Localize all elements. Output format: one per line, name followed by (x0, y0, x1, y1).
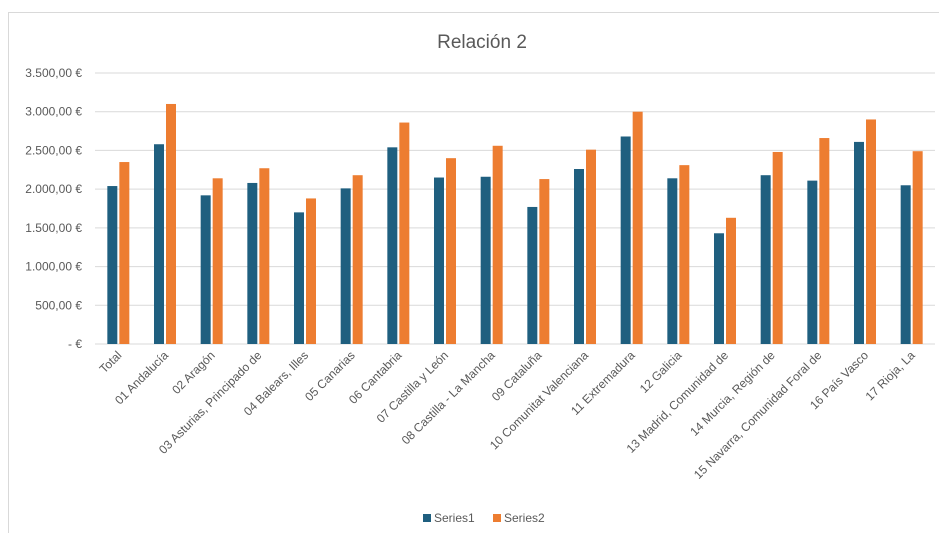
x-tick-label: Total (97, 348, 125, 376)
y-tick-label: 2.000,00 € (25, 182, 82, 196)
bars (107, 103, 923, 344)
chart-area: Relación 2 - € 500,00 € 1.000,00 € 1.500,00… (8, 12, 939, 533)
y-tick-label: 1.000,00 € (25, 260, 82, 274)
y-axis-ticks: - € 500,00 € 1.000,00 € 1.500,00 € 2.000,00 … (25, 66, 82, 351)
x-tick-label: 12 Galicia (637, 348, 685, 396)
y-tick-label: - € (68, 337, 82, 351)
legend-label: Series1 (434, 511, 475, 525)
bar-series2-13 (726, 217, 736, 344)
bar-series2-14 (772, 151, 783, 344)
bar-series2-2 (212, 178, 223, 344)
bar-series2-11 (632, 111, 643, 344)
bar-series2-0 (119, 162, 130, 344)
bar-series2-5 (352, 175, 363, 344)
y-tick-label: 3.500,00 € (25, 66, 82, 80)
bar-series1-9 (527, 206, 538, 344)
chart-title: Relación 2 (437, 32, 527, 53)
legend-swatch (493, 514, 501, 522)
bar-series2-17 (912, 151, 923, 344)
bar-series1-5 (340, 188, 351, 344)
bar-series1-4 (294, 212, 304, 344)
bar-series1-3 (247, 182, 258, 344)
bar-series1-17 (900, 185, 911, 344)
x-tick-label: 17 Rioja, La (863, 348, 918, 403)
bar-series2-9 (539, 179, 550, 344)
y-tick-label: 500,00 € (35, 298, 82, 312)
y-tick-label: 2.500,00 € (25, 143, 82, 157)
bar-series1-6 (387, 147, 398, 344)
bar-series2-16 (866, 119, 876, 344)
bar-series1-0 (107, 186, 118, 344)
x-tick-label: 02 Aragón (169, 348, 218, 397)
bar-series2-10 (586, 149, 596, 344)
bar-series1-15 (807, 180, 818, 344)
bar-chart: Relación 2 - € 500,00 € 1.000,00 € 1.500,00… (25, 32, 935, 525)
bar-series1-8 (480, 176, 491, 344)
bar-series2-12 (679, 165, 690, 344)
bar-series2-1 (166, 103, 176, 344)
gridlines (95, 72, 935, 345)
bar-series2-8 (492, 145, 503, 344)
bar-series2-6 (399, 122, 410, 344)
y-tick-label: 1.500,00 € (25, 221, 82, 235)
x-tick-label: 08 Castilla - La Mancha (399, 348, 498, 447)
x-tick-label: 14 Murcia, Región de (687, 348, 778, 439)
bar-series1-12 (667, 178, 678, 344)
bar-series1-11 (620, 136, 631, 344)
bar-series1-16 (854, 141, 864, 344)
bar-series1-10 (574, 169, 584, 344)
bar-series1-13 (714, 233, 724, 344)
legend-label: Series2 (504, 511, 545, 525)
bar-series1-14 (760, 175, 771, 344)
legend-swatch (423, 514, 431, 522)
y-tick-label: 3.000,00 € (25, 105, 82, 119)
bar-series1-1 (154, 144, 164, 344)
bar-series2-4 (306, 198, 316, 344)
bar-series1-7 (434, 177, 444, 344)
legend: Series1 Series2 (423, 511, 545, 525)
bar-series2-15 (819, 138, 830, 344)
bar-series1-2 (200, 195, 211, 344)
bar-series2-3 (259, 168, 270, 344)
bar-series2-7 (446, 158, 456, 344)
